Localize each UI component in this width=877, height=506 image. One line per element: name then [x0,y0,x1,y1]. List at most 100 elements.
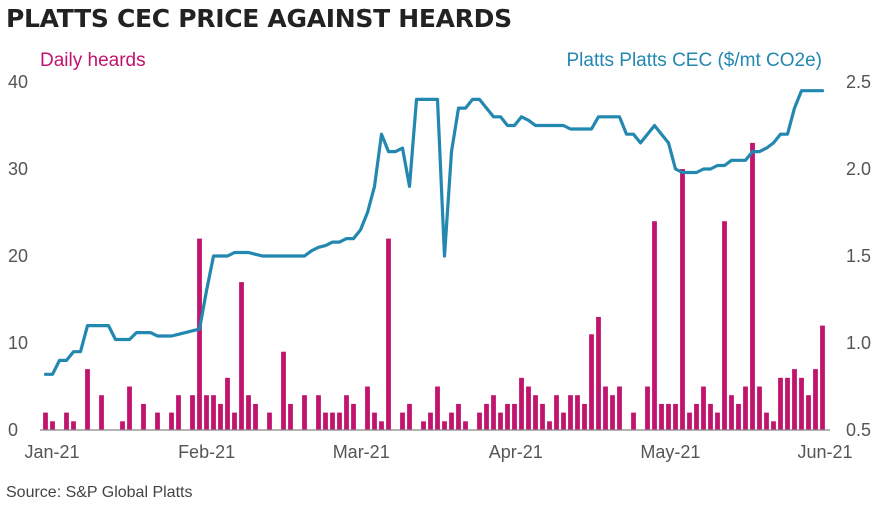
heards-bar [267,412,272,430]
heards-bar [575,395,580,430]
right-axis-tick-label: 1.0 [846,333,871,353]
heards-bar [477,412,482,430]
heards-bar [533,395,538,430]
heards-bar [197,238,202,430]
heards-bar [407,403,412,430]
x-axis-tick-label: Apr-21 [489,442,543,462]
heards-bar [281,351,286,430]
right-axis-tick-label: 1.5 [846,246,871,266]
x-axis-tick-label: Jun-21 [797,442,852,462]
left-axis-tick-label: 0 [8,420,18,440]
heards-bar [645,386,650,430]
heards-bar [344,395,349,430]
heards-bar [120,421,125,430]
heards-bar [778,377,783,430]
heards-bar [169,412,174,430]
heards-bar [785,377,790,430]
heards-bar [722,221,727,430]
heards-bar [435,386,440,430]
heards-bar [729,395,734,430]
heards-bar [701,386,706,430]
heards-bar [813,369,818,430]
heards-bar [99,395,104,430]
heards-bar [757,386,762,430]
heards-bar [652,221,657,430]
heards-bar [64,412,69,430]
x-axis: Jan-21 Feb-21 Mar-21 Apr-21 May-21 Jun-21 [24,442,852,462]
heards-bar [491,395,496,430]
heards-bar [666,403,671,430]
chart-title: PLATTS CEC PRICE AGAINST HEARDS [6,4,512,33]
right-axis-tick-label: 0.5 [846,420,871,440]
heards-bar [568,395,573,430]
heards-bar [561,412,566,430]
heards-bar [155,412,160,430]
heards-bar [806,395,811,430]
heards-bar [519,377,524,430]
heards-bar [442,421,447,430]
heards-bar [512,403,517,430]
legend-cec-price: Platts Platts CEC ($/mt CO2e) [566,50,822,71]
heards-bar [211,395,216,430]
heards-bar [750,142,755,430]
heards-bar [43,412,48,430]
heards-bar [421,421,426,430]
heards-bar [610,395,615,430]
heards-bar [764,412,769,430]
heards-bar [540,403,545,430]
heards-bar [85,369,90,430]
heards-bar [505,403,510,430]
heards-bar [771,421,776,430]
heards-bar [456,403,461,430]
heards-bar [246,395,251,430]
heards-bar [736,403,741,430]
heards-bar [680,169,685,430]
heards-bar [232,412,237,430]
left-axis-tick-label: 30 [8,159,28,179]
heards-bar [71,421,76,430]
heards-bar [302,395,307,430]
x-axis-tick-label: Mar-21 [333,442,390,462]
heards-bar [225,377,230,430]
heards-bar [379,421,384,430]
heards-bar [554,395,559,430]
x-axis-tick-label: Feb-21 [178,442,235,462]
left-axis-tick-label: 20 [8,246,28,266]
right-axis: 0.5 1.0 1.5 2.0 2.5 [846,72,871,440]
heards-bar [659,403,664,430]
x-axis-tick-label: May-21 [640,442,700,462]
heards-bar [617,386,622,430]
heards-bar [547,421,552,430]
heards-bar [526,386,531,430]
left-axis-tick-label: 40 [8,72,28,92]
left-axis-tick-label: 10 [8,333,28,353]
x-axis-tick-label: Jan-21 [24,442,79,462]
heards-bar [218,403,223,430]
heards-bar [239,282,244,430]
heards-bar [799,377,804,430]
right-axis-tick-label: 2.5 [846,72,871,92]
cec-price-line [43,89,825,376]
heards-bar [820,325,825,430]
heards-bar [337,412,342,430]
heards-bar [288,403,293,430]
heards-bar [463,421,468,430]
daily-heards-bars [43,142,825,430]
heards-bar [176,395,181,430]
heards-bar [141,403,146,430]
heards-bar [204,395,209,430]
heards-bar [386,238,391,430]
heards-bar [498,412,503,430]
heards-bar [603,386,608,430]
heards-bar [190,395,195,430]
heards-bar [484,403,489,430]
heards-bar [743,386,748,430]
heards-bar [400,412,405,430]
heards-bar [351,403,356,430]
heards-bar [428,412,433,430]
heards-bar [330,412,335,430]
heards-bar [596,316,601,430]
right-axis-tick-label: 2.0 [846,159,871,179]
heards-bar [631,412,636,430]
